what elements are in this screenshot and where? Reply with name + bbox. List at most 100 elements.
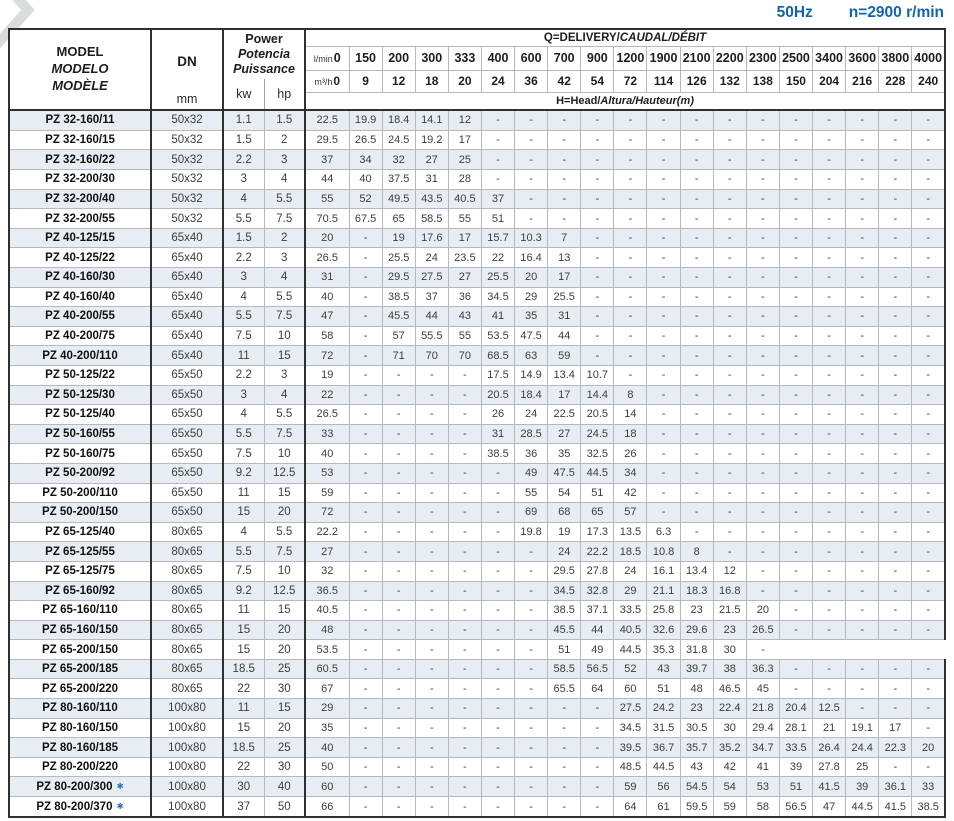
head-value-cell: - <box>447 737 482 758</box>
model-cell: PZ 50-125/22 <box>8 364 152 386</box>
head-value-cell: 34.7 <box>745 737 780 758</box>
head-value-cell: 27 <box>414 149 449 171</box>
head-value-cell: - <box>381 619 416 641</box>
head-value-cell: - <box>778 619 814 641</box>
head-value-cell: 37 <box>304 149 350 171</box>
head-value-cell: 44 <box>304 169 350 190</box>
head-value-cell: - <box>679 149 714 171</box>
dn-cell: 65x40 <box>150 267 224 288</box>
head-value-cell: 51 <box>580 482 615 504</box>
head-value-cell: 29.5 <box>304 129 350 151</box>
dn-cell: 65x50 <box>150 482 224 504</box>
head-value-cell: - <box>812 247 847 268</box>
head-value-cell: - <box>414 776 449 798</box>
head-value-cell: 43 <box>646 658 681 680</box>
model-name: PZ 50-125/40 <box>45 408 115 421</box>
head-value-cell: 29 <box>304 698 350 719</box>
head-value-cell: - <box>646 208 681 229</box>
head-value-cell: - <box>348 698 383 719</box>
model-name: PZ 40-200/75 <box>45 330 115 343</box>
head-value-cell: 20 <box>514 267 549 288</box>
kw-cell: 9.2 <box>222 580 265 602</box>
delivery-title-roman: Q=DELIVERY/ <box>543 31 620 44</box>
head-value-cell: - <box>911 423 946 445</box>
head-value-cell: - <box>812 384 847 406</box>
head-value-cell: 19.1 <box>845 717 880 739</box>
head-value-cell: - <box>845 227 880 249</box>
head-value-cell: - <box>878 247 913 268</box>
head-value-cell: - <box>911 658 946 680</box>
head-value-cell: - <box>845 247 880 268</box>
head-value-cell: - <box>679 521 714 543</box>
head-value-cell: - <box>745 423 780 445</box>
head-value-cell: - <box>679 364 714 386</box>
delivery-title-italic: CAUDAL/DÉBIT <box>619 31 707 44</box>
model-cell: PZ 32-200/40 <box>8 188 152 210</box>
hp-cell: 5.5 <box>263 521 306 543</box>
head-value-cell: - <box>348 502 383 523</box>
head-value-cell: 22.5 <box>547 404 582 425</box>
head-value-cell: - <box>613 149 648 171</box>
power-label: Power <box>245 32 283 47</box>
head-value-cell: - <box>845 502 880 523</box>
flow-value-cell: 900 <box>580 45 615 71</box>
model-name: PZ 50-160/75 <box>45 447 115 460</box>
flow-value-cell: 333 <box>447 45 482 71</box>
head-value-cell: 72 <box>304 502 350 523</box>
model-cell: PZ 65-160/150 <box>8 619 152 641</box>
kw-cell: 11 <box>222 698 265 719</box>
head-value-cell: - <box>712 169 747 190</box>
head-value-cell: - <box>878 325 913 347</box>
dn-cell: 65x40 <box>150 306 224 327</box>
head-value-cell: - <box>911 325 946 347</box>
table-row: PZ 32-200/55 50x32 5.5 7.5 70.5 67.5 65 58.5 55 5… <box>8 208 946 229</box>
head-value-cell: 44.5 <box>845 796 880 818</box>
head-value-cell: 32.8 <box>580 580 615 602</box>
head-value-cell: - <box>812 149 847 171</box>
head-value-cell: - <box>679 267 714 288</box>
head-value-cell: 32.6 <box>646 619 681 641</box>
head-value-cell: - <box>547 129 582 151</box>
head-value-cell: 37 <box>480 188 516 210</box>
head-value-cell: - <box>480 502 516 523</box>
head-value-cell: 22.4 <box>712 698 747 719</box>
head-value-cell: - <box>712 286 747 308</box>
head-value-cell: 21.8 <box>745 698 780 719</box>
head-value-cell: 35 <box>547 443 582 464</box>
head-value-cell: - <box>613 188 648 210</box>
model-cell: PZ 50-125/40 <box>8 404 152 425</box>
head-value-cell: 70 <box>414 345 449 366</box>
head-value-cell: 58.5 <box>547 658 582 680</box>
head-value-cell: - <box>580 737 615 758</box>
head-value-cell: - <box>745 384 780 406</box>
model-name: PZ 32-200/55 <box>45 212 115 225</box>
head-value-cell: - <box>845 149 880 171</box>
head-value-cell: - <box>348 227 383 249</box>
table-row: PZ 40-160/30 65x40 3 4 31-29.5 27.5 27 25.5 20 17… <box>8 267 946 288</box>
head-value-cell: 17 <box>447 227 482 249</box>
hp-cell: 15 <box>263 698 306 719</box>
head-value-cell: 51 <box>646 678 681 700</box>
head-value-cell: - <box>447 796 482 818</box>
head-value-cell: - <box>514 658 549 680</box>
head-value-cell: - <box>878 149 913 171</box>
head-value-cell: 14 <box>613 404 648 425</box>
head-value-cell: - <box>613 345 648 366</box>
head-value-cell: - <box>679 482 714 504</box>
hp-cell: 3 <box>263 149 306 171</box>
kw-cell: 4 <box>222 404 265 425</box>
head-value-cell: - <box>646 325 681 347</box>
model-cell: PZ 32-200/55 <box>8 208 152 229</box>
head-value-cell: 37.5 <box>381 169 416 190</box>
flow-value-cell: 300 <box>414 45 449 71</box>
head-value-cell: 45.5 <box>381 306 416 327</box>
model-name: PZ 65-160/110 <box>42 604 118 617</box>
head-value-cell: - <box>911 580 946 602</box>
head-value-cell: - <box>712 384 747 406</box>
model-cell: PZ 80-200/220 <box>8 756 152 778</box>
flow-value-cell: 600 <box>514 45 549 71</box>
head-value-cell: 17 <box>547 384 582 406</box>
head-value-cell: - <box>514 776 549 798</box>
model-name: PZ 50-200/92 <box>45 467 115 480</box>
head-value-cell: - <box>514 109 549 131</box>
